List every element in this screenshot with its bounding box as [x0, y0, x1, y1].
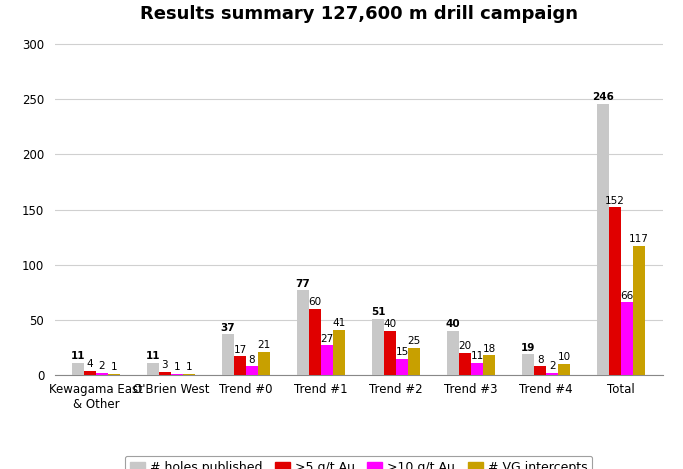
- Bar: [483, 356, 495, 375]
- Bar: [471, 363, 483, 375]
- Text: 15: 15: [395, 347, 408, 357]
- Text: 2: 2: [98, 361, 105, 371]
- Text: 25: 25: [408, 336, 421, 346]
- Bar: [384, 331, 396, 375]
- Bar: [459, 353, 471, 375]
- Text: 40: 40: [384, 319, 397, 329]
- Text: 18: 18: [482, 344, 496, 354]
- Legend: # holes published, >5 g/t Au, >10 g/t Au, # VG intercepts: # holes published, >5 g/t Au, >10 g/t Au…: [125, 455, 592, 469]
- Text: 1: 1: [173, 363, 180, 372]
- Text: 11: 11: [145, 351, 161, 362]
- Title: Results summary 127,600 m drill campaign: Results summary 127,600 m drill campaign: [139, 5, 578, 23]
- Bar: [396, 359, 408, 375]
- Bar: [246, 366, 258, 375]
- Text: 8: 8: [537, 355, 544, 365]
- Bar: [147, 363, 159, 375]
- Bar: [159, 372, 171, 375]
- Bar: [183, 374, 195, 375]
- Bar: [333, 330, 345, 375]
- Text: 117: 117: [629, 234, 649, 244]
- Bar: [321, 345, 333, 375]
- Text: 27: 27: [320, 334, 334, 344]
- Text: 37: 37: [221, 323, 236, 333]
- Bar: [534, 366, 546, 375]
- Text: 19: 19: [521, 342, 535, 353]
- Bar: [408, 348, 420, 375]
- Text: 246: 246: [592, 92, 614, 102]
- Text: 1: 1: [186, 363, 193, 372]
- Text: 77: 77: [296, 279, 310, 288]
- Bar: [309, 309, 321, 375]
- Text: 4: 4: [87, 359, 93, 369]
- Bar: [108, 374, 120, 375]
- Bar: [96, 373, 108, 375]
- Bar: [633, 246, 645, 375]
- Text: 11: 11: [471, 351, 484, 362]
- Text: 152: 152: [605, 196, 625, 206]
- Bar: [234, 356, 246, 375]
- Bar: [546, 373, 558, 375]
- Text: 21: 21: [257, 340, 270, 350]
- Text: 1: 1: [111, 363, 117, 372]
- Text: 40: 40: [446, 319, 460, 329]
- Bar: [222, 334, 234, 375]
- Bar: [171, 374, 183, 375]
- Bar: [258, 352, 270, 375]
- Bar: [72, 363, 84, 375]
- Bar: [522, 354, 534, 375]
- Text: 41: 41: [333, 318, 346, 328]
- Text: 20: 20: [458, 341, 472, 351]
- Bar: [622, 303, 633, 375]
- Text: 2: 2: [549, 361, 555, 371]
- Text: 11: 11: [70, 351, 85, 362]
- Text: 17: 17: [234, 345, 247, 355]
- Bar: [558, 364, 570, 375]
- Text: 60: 60: [309, 297, 322, 307]
- Bar: [609, 207, 622, 375]
- Bar: [597, 104, 609, 375]
- Bar: [447, 331, 459, 375]
- Text: 10: 10: [557, 353, 571, 363]
- Text: 8: 8: [249, 355, 255, 365]
- Bar: [372, 319, 384, 375]
- Text: 3: 3: [162, 360, 168, 370]
- Text: 66: 66: [621, 291, 634, 301]
- Bar: [84, 371, 96, 375]
- Text: 51: 51: [371, 307, 385, 317]
- Bar: [297, 290, 309, 375]
